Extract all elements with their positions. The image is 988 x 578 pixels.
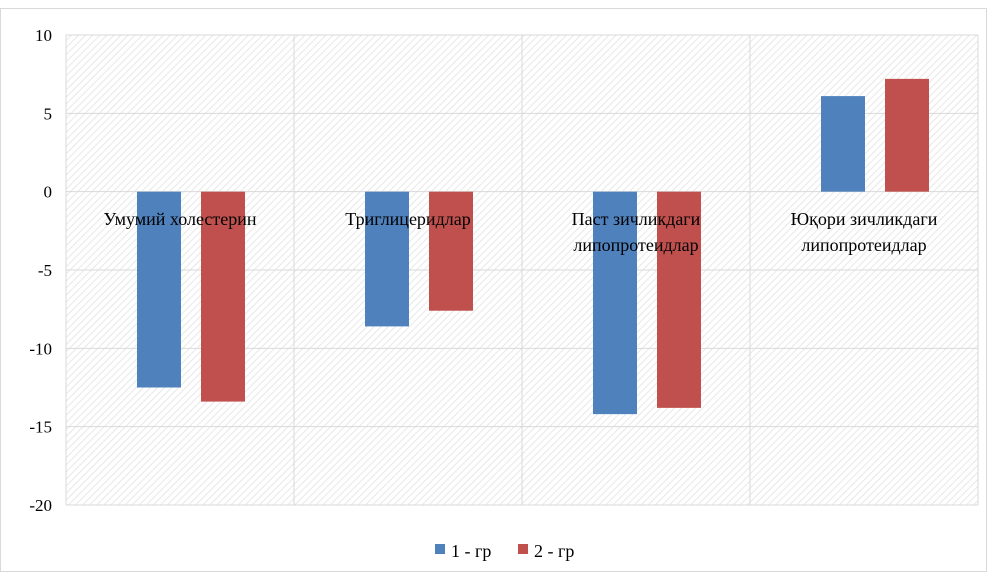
legend: 1 - гр 2 - гр: [435, 541, 574, 561]
grid-layer: [65, 34, 979, 506]
category-label: Триглицеридлар: [345, 209, 470, 229]
legend-label: 2 - гр: [534, 541, 574, 561]
bar-series-1-cat-3: [593, 191, 637, 415]
legend-label: 1 - гр: [451, 541, 491, 561]
bar-layer: [137, 78, 929, 415]
bar-series-1-cat-4: [821, 96, 865, 192]
category-label: липопротеидлар: [573, 235, 698, 255]
y-tick-label: -10: [29, 339, 52, 358]
category-label: липопротеидлар: [801, 235, 926, 255]
y-tick-label: -20: [29, 496, 52, 515]
y-tick-label: 0: [44, 183, 53, 202]
category-labels: Умумий холестерин Триглицеридлар Паст зичл…: [103, 209, 937, 255]
legend-swatch: [435, 544, 445, 554]
category-label: Умумий холестерин: [103, 209, 256, 229]
category-label: Юқори зичликдаги: [791, 209, 938, 229]
bar-series-2-cat-2: [429, 191, 473, 311]
bar-series-1-cat-1: [137, 191, 181, 388]
y-tick-label: -5: [38, 261, 52, 280]
bar-series-1-cat-2: [365, 191, 409, 327]
y-axis-ticks: 10 5 0 -5 -10 -15 -20: [29, 26, 52, 515]
y-tick-label: 10: [35, 26, 52, 45]
y-tick-label: 5: [44, 104, 53, 123]
bar-series-2-cat-1: [201, 191, 245, 402]
bar-series-2-cat-4: [885, 78, 929, 192]
category-label: Паст зичликдаги: [572, 209, 701, 229]
legend-swatch: [518, 544, 528, 554]
y-tick-label: -15: [29, 418, 52, 437]
bar-series-2-cat-3: [657, 191, 701, 408]
